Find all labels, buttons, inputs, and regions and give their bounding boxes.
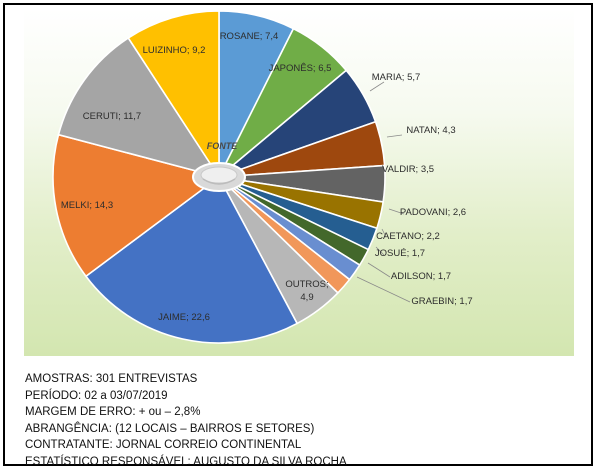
slice-label-maria: MARIA; 5,7 xyxy=(372,72,421,83)
slice-label-jaime: JAIME; 22,6 xyxy=(158,312,210,323)
note-period: PERÍODO: 02 a 03/07/2019 xyxy=(25,389,168,402)
slice-label-ceruti: CERUTI; 11,7 xyxy=(83,111,141,122)
note-margin: MARGEM DE ERRO: + ou – 2,8% xyxy=(25,406,201,418)
slice-label-natan: NATAN; 4,3 xyxy=(406,125,455,136)
pie-chart: ROSANE; 7,4 JAPONÊS; 6,5 MARIA; 5,7 NATAN; … xyxy=(52,10,473,344)
slice-label-padovani: PADOVANI; 2,6 xyxy=(400,207,466,218)
slice-label-outros: OUTROS; 4,9 xyxy=(285,279,328,303)
pie-slices xyxy=(52,10,386,344)
figure-frame: ROSANE; 7,4 JAPONÊS; 6,5 MARIA; 5,7 NATAN; … xyxy=(3,3,593,468)
pie-slice-luizinho xyxy=(127,10,220,180)
leader-line-padovani xyxy=(388,208,405,215)
slice-label-josue: JOSUÉ; 1,7 xyxy=(375,248,425,259)
leader-line-caetano xyxy=(381,228,387,238)
pie-slice-jaime xyxy=(84,175,299,344)
center-source-label: FONTE xyxy=(207,141,238,151)
leader-line-graebin xyxy=(356,276,411,303)
slice-label-melki: MELKI; 14,3 xyxy=(61,200,113,211)
pie-slice-ceruti xyxy=(57,36,221,179)
slice-label-rosane: ROSANE; 7,4 xyxy=(220,31,279,42)
slice-label-adilson: ADILSON; 1,7 xyxy=(391,271,451,282)
center-watermark-logo: FONTE xyxy=(192,141,246,192)
note-contractor: CONTRATANTE: JORNAL CORREIO CONTINENTAL xyxy=(25,439,302,451)
note-coverage: ABRANGÊNCIA: (12 LOCAIS – BAIRROS E SETO… xyxy=(25,422,315,435)
leader-lines xyxy=(356,81,411,303)
pie-slice-melki xyxy=(52,133,221,278)
note-samples: AMOSTRAS: 301 ENTREVISTAS xyxy=(25,373,198,385)
slice-label-valdir: VALDIR; 3,5 xyxy=(382,164,434,175)
leader-line-adilson xyxy=(367,262,391,278)
chart-panel: ROSANE; 7,4 JAPONÊS; 6,5 MARIA; 5,7 NATAN; … xyxy=(24,9,574,356)
leader-line-josue xyxy=(375,246,385,256)
slice-label-luizinho: LUIZINHO; 9,2 xyxy=(143,45,206,56)
slice-label-caetano: CAETANO; 2,2 xyxy=(376,231,440,242)
slice-labels: ROSANE; 7,4 JAPONÊS; 6,5 MARIA; 5,7 NATAN; … xyxy=(61,31,473,323)
survey-notes: AMOSTRAS: 301 ENTREVISTAS PERÍODO: 02 a … xyxy=(25,371,347,470)
slice-label-japones: JAPONÊS; 6,5 xyxy=(269,63,332,74)
leader-line-maria xyxy=(369,81,385,92)
slice-label-graebin: GRAEBIN; 1,7 xyxy=(411,296,472,307)
note-statistician: ESTATÍSTICO RESPONSÁVEL: AUGUSTO DA SILV… xyxy=(25,455,347,468)
leader-line-natan xyxy=(386,134,403,138)
